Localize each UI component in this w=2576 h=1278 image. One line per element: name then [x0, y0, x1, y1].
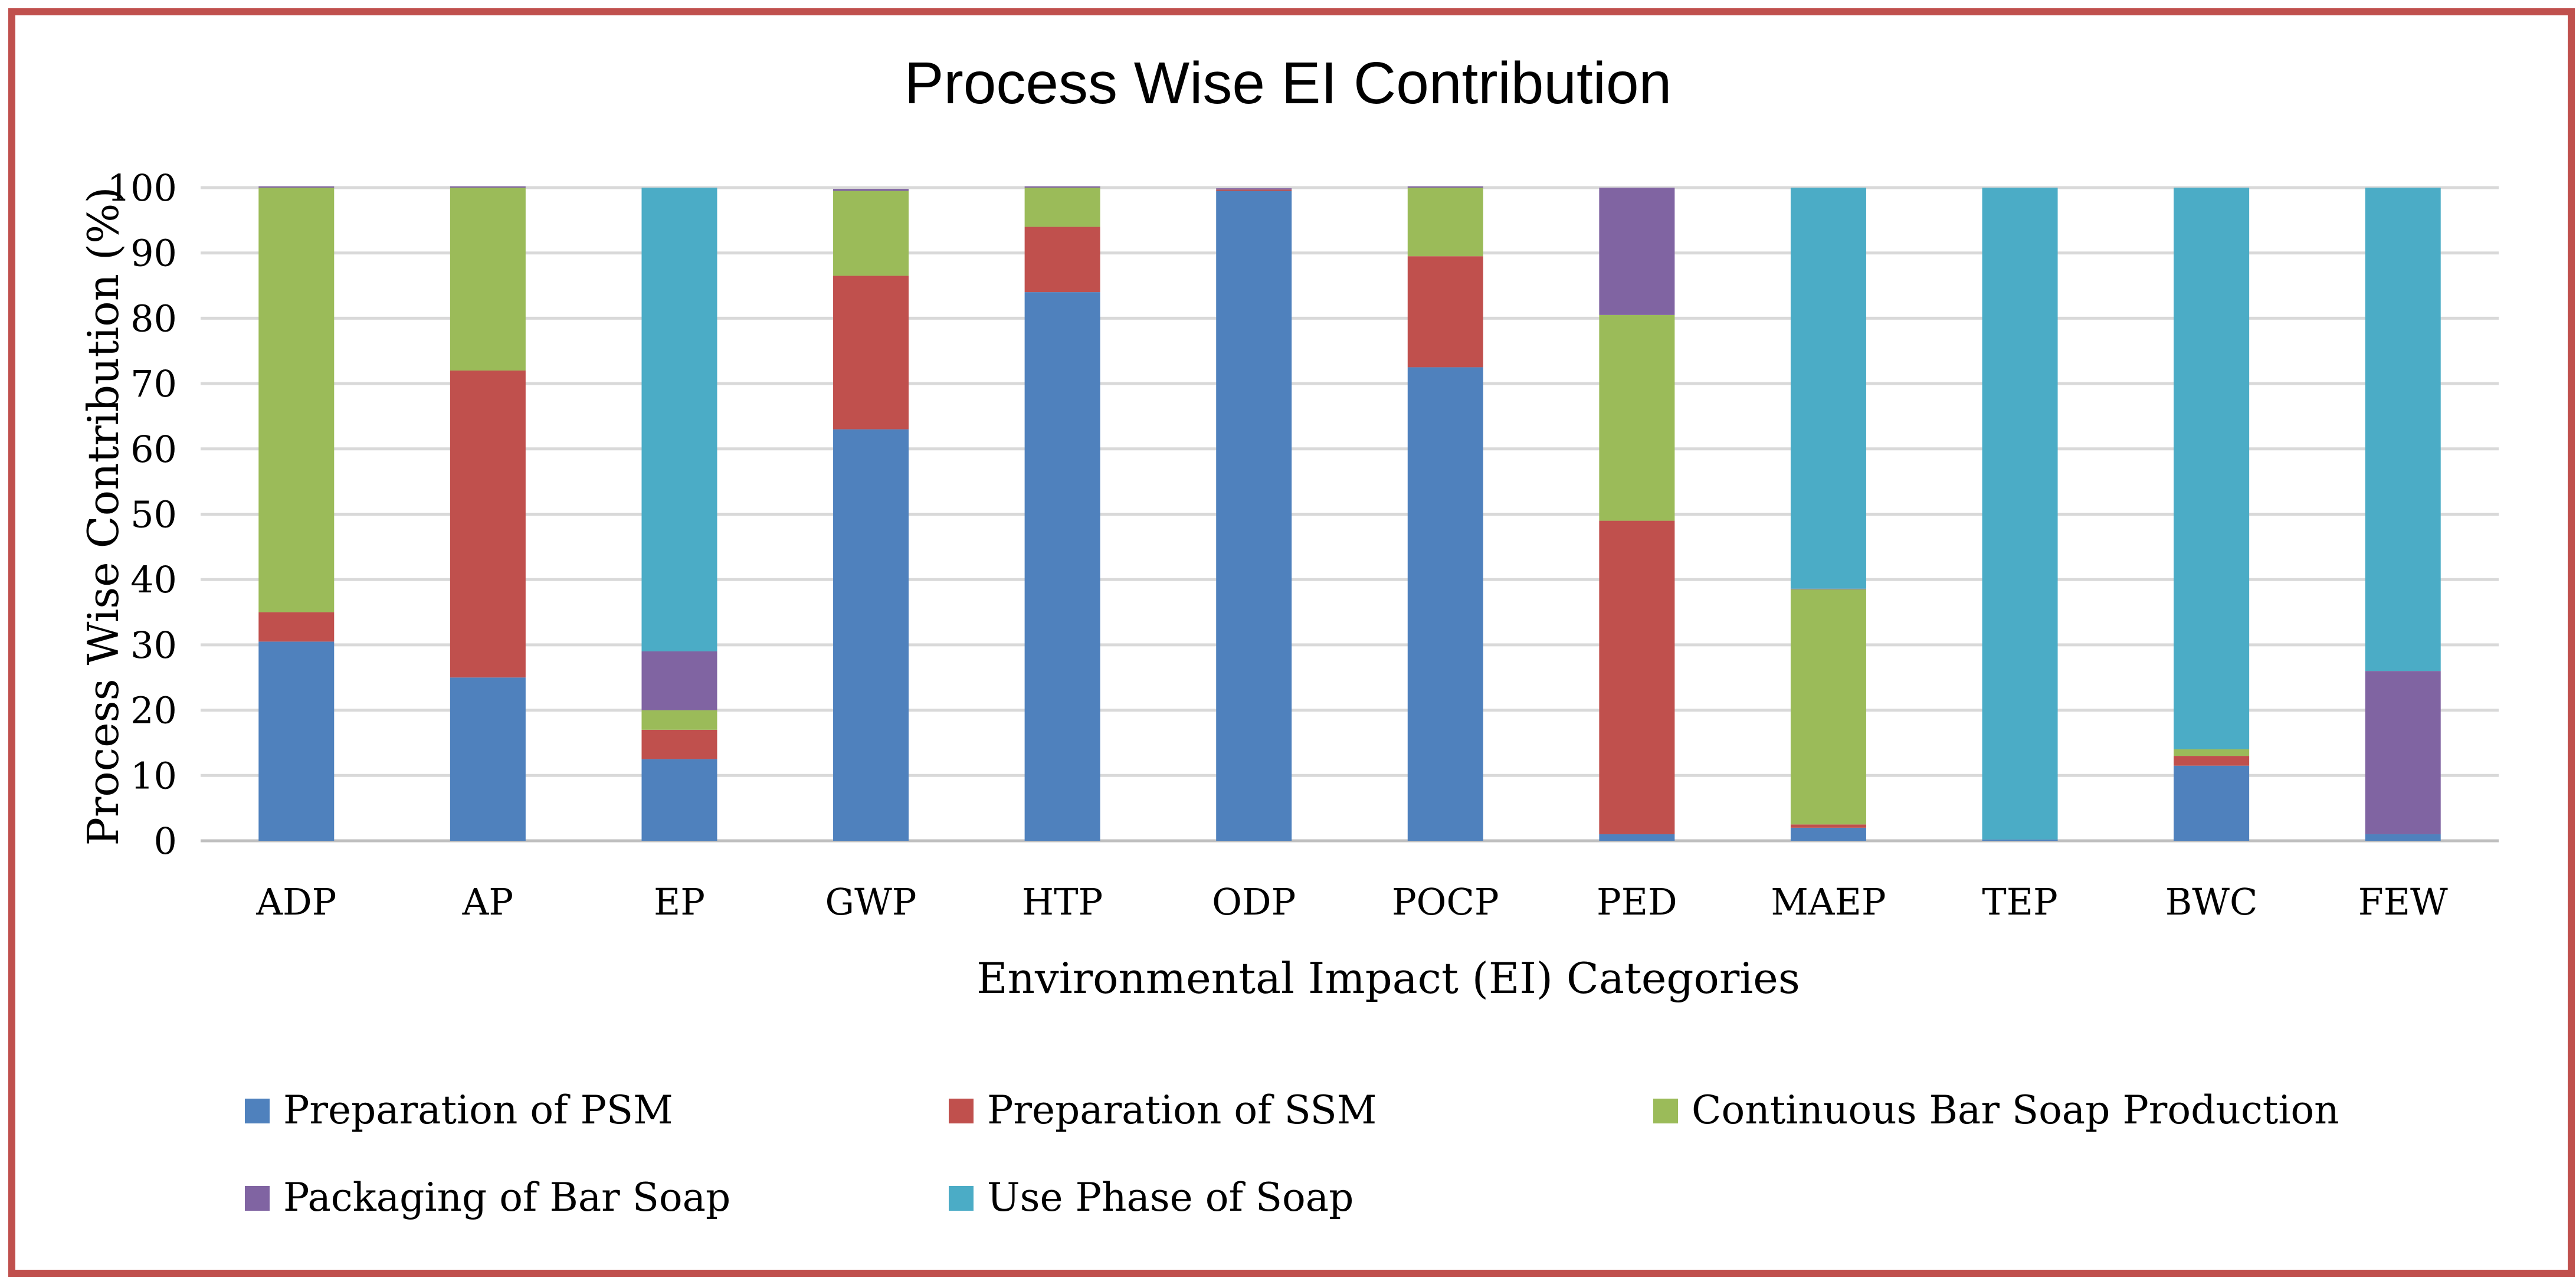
chart-title: Process Wise EI Contribution — [904, 50, 1672, 116]
y-tick-50: 50 — [130, 493, 177, 536]
bar-odp-series-1 — [1216, 189, 1292, 191]
bar-tep-series-4 — [1982, 188, 2058, 840]
legend-swatch-4 — [949, 1186, 974, 1211]
bar-pocp-series-2 — [1407, 188, 1483, 257]
x-tick-ped: PED — [1597, 880, 1677, 923]
bar-adp-series-0 — [258, 641, 335, 841]
bar-gwp-series-3 — [833, 189, 909, 191]
y-tick-40: 40 — [130, 558, 177, 601]
bar-odp-series-3 — [1216, 188, 1292, 190]
bar-few-series-3 — [2365, 671, 2441, 834]
bar-odp-series-0 — [1216, 191, 1292, 841]
legend-label-3: Packaging of Bar Soap — [283, 1175, 730, 1220]
bar-gwp-series-2 — [833, 191, 909, 276]
bar-gwp-series-1 — [833, 276, 909, 430]
bar-maep-series-1 — [1790, 824, 1866, 828]
bar-pocp-series-1 — [1407, 256, 1483, 368]
bar-bwc-series-1 — [2174, 756, 2250, 766]
bar-tep-series-0 — [1982, 839, 2058, 841]
x-tick-maep: MAEP — [1771, 880, 1886, 923]
bar-maep-series-4 — [1790, 188, 1866, 589]
bar-htp-series-2 — [1024, 188, 1100, 227]
y-tick-80: 80 — [130, 297, 177, 340]
bar-ap-series-0 — [450, 677, 526, 841]
x-tick-few: FEW — [2358, 880, 2448, 923]
bar-htp-series-1 — [1024, 227, 1100, 293]
x-tick-adp: ADP — [255, 880, 336, 923]
y-tick-90: 90 — [130, 232, 177, 275]
x-tick-htp: HTP — [1022, 880, 1103, 923]
bar-ap-series-2 — [450, 188, 526, 371]
y-tick-20: 20 — [130, 689, 177, 732]
legend-label-4: Use Phase of Soap — [987, 1175, 1353, 1220]
x-tick-pocp: POCP — [1392, 880, 1499, 923]
legend-swatch-0 — [245, 1099, 270, 1123]
bar-maep-series-2 — [1790, 589, 1866, 825]
bar-htp-series-0 — [1024, 292, 1100, 841]
x-tick-bwc: BWC — [2165, 880, 2258, 923]
legend-swatch-1 — [949, 1099, 974, 1123]
bar-ep-series-3 — [641, 651, 717, 710]
bar-bwc-series-2 — [2174, 749, 2250, 756]
bar-few-series-4 — [2365, 188, 2441, 671]
gridlines — [201, 186, 2499, 843]
bar-gwp-series-0 — [833, 429, 909, 841]
x-tick-gwp: GWP — [825, 880, 917, 923]
legend-label-2: Continuous Bar Soap Production — [1692, 1087, 2339, 1133]
y-tick-labels: 0 10 20 30 40 50 60 70 80 90 100 — [107, 166, 177, 863]
y-tick-70: 70 — [130, 362, 177, 405]
bar-ep-series-1 — [641, 729, 717, 759]
bar-htp-series-3 — [1024, 186, 1100, 188]
bar-adp-series-1 — [258, 612, 335, 642]
bar-ep-series-4 — [641, 188, 717, 651]
bar-ep-series-2 — [641, 710, 717, 730]
y-tick-0: 0 — [154, 820, 177, 863]
legend-label-0: Preparation of PSM — [283, 1087, 673, 1133]
bar-bwc-series-4 — [2174, 188, 2250, 750]
x-tick-ap: AP — [462, 880, 514, 923]
legend-swatch-2 — [1653, 1099, 1678, 1123]
bar-ped-series-0 — [1599, 834, 1675, 841]
legend-swatch-3 — [245, 1186, 270, 1211]
bar-bwc-series-0 — [2174, 765, 2250, 841]
y-tick-100: 100 — [107, 166, 177, 209]
y-tick-10: 10 — [130, 754, 177, 797]
bar-few-series-0 — [2365, 834, 2441, 841]
bar-ap-series-3 — [450, 186, 526, 188]
bar-ped-series-2 — [1599, 314, 1675, 521]
bar-ap-series-1 — [450, 370, 526, 678]
bar-ped-series-3 — [1599, 188, 1675, 315]
legend-label-1: Preparation of SSM — [987, 1087, 1377, 1133]
bar-maep-series-0 — [1790, 827, 1866, 841]
legend: Preparation of PSM Preparation of SSM Cont… — [245, 1087, 2339, 1220]
y-tick-30: 30 — [130, 624, 177, 667]
bar-pocp-series-0 — [1407, 367, 1483, 841]
bar-pocp-series-3 — [1407, 186, 1483, 188]
y-axis-title: Process Wise Contribution (%) — [78, 187, 128, 846]
bar-adp-series-3 — [258, 186, 335, 188]
bar-adp-series-2 — [258, 188, 335, 612]
bar-ped-series-1 — [1599, 520, 1675, 834]
bars — [258, 186, 2441, 841]
x-tick-tep: TEP — [1982, 880, 2057, 923]
x-tick-ep: EP — [654, 880, 705, 923]
y-tick-60: 60 — [130, 428, 177, 471]
bar-ep-series-0 — [641, 759, 717, 841]
x-tick-labels: ADP AP EP GWP HTP ODP POCP PED MAEP TEP BWC FEW — [255, 880, 2448, 923]
x-tick-odp: ODP — [1212, 880, 1296, 923]
x-axis-title: Environmental Impact (EI) Categories — [976, 953, 1800, 1003]
